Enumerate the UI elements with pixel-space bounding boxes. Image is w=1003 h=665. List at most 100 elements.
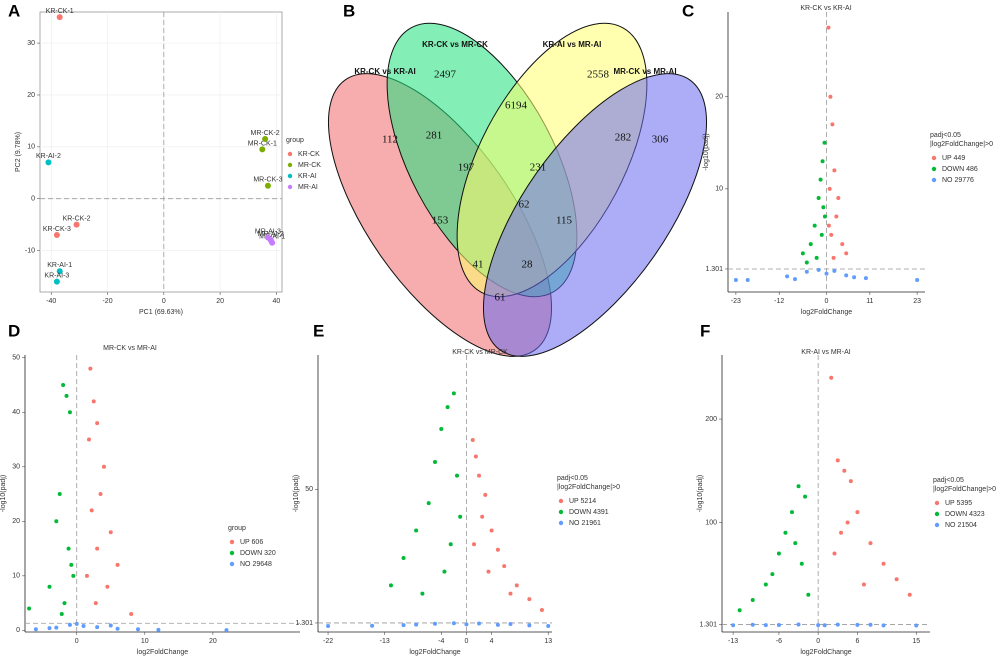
point <box>458 514 463 519</box>
y-axis-label: -log10(padj) <box>0 475 7 512</box>
point <box>796 622 801 627</box>
point <box>105 584 110 589</box>
legend-swatch <box>558 520 564 526</box>
set-label: MR-CK vs MR-AI <box>613 67 676 76</box>
x-axis-label: log2FoldChange <box>409 649 460 656</box>
point <box>455 473 460 478</box>
y-tick-label: 10 <box>715 186 723 193</box>
point <box>830 122 835 127</box>
point <box>804 260 809 265</box>
legend-title: group <box>228 525 246 532</box>
point <box>527 623 532 628</box>
region-value: 6194 <box>505 100 528 112</box>
panel-letter: C <box>682 1 694 20</box>
legend-swatch <box>287 151 293 157</box>
x-tick-label: -4 <box>438 638 444 645</box>
point <box>108 623 113 628</box>
point <box>53 231 60 238</box>
point <box>826 25 831 30</box>
point <box>73 221 80 228</box>
point <box>792 277 797 282</box>
point <box>785 274 790 279</box>
point <box>326 623 331 628</box>
y-tick-label: -10 <box>25 247 35 254</box>
point <box>451 621 456 626</box>
point <box>750 597 755 602</box>
point <box>796 484 801 489</box>
point <box>86 437 91 442</box>
y-tick-label: 1.301 <box>699 621 717 628</box>
y-tick-label: 10 <box>27 144 35 151</box>
chart-title: KR-CK vs MR-CK <box>452 349 508 356</box>
point <box>546 623 551 628</box>
legend-title: padj<0.05 <box>557 475 588 482</box>
panel-letter: B <box>343 1 355 20</box>
point <box>101 464 106 469</box>
point <box>47 584 52 589</box>
point <box>470 438 475 443</box>
legend-label: MR-CK <box>298 162 321 169</box>
point <box>71 573 76 578</box>
y-tick-label: 40 <box>12 409 20 416</box>
chart-title: KR-AI vs MR-AI <box>801 349 850 356</box>
x-tick-label: -22 <box>323 638 333 645</box>
point <box>108 530 113 535</box>
point <box>824 271 829 276</box>
x-tick-label: 4 <box>490 638 494 645</box>
x-tick-label: -13 <box>728 638 738 645</box>
point-label: KR-AI-2 <box>36 153 61 160</box>
legend-swatch <box>931 166 937 172</box>
point <box>420 591 425 596</box>
panel-letter: A <box>8 1 20 20</box>
point <box>508 591 513 596</box>
legend-swatch <box>931 177 937 183</box>
x-tick-label: 0 <box>825 298 829 305</box>
point <box>62 601 67 606</box>
x-tick-label: 0 <box>816 638 820 645</box>
point <box>822 214 827 219</box>
point <box>370 623 375 628</box>
point <box>816 196 821 201</box>
y-tick-label: 200 <box>705 416 717 423</box>
x-tick-label: -20 <box>102 298 112 305</box>
region-value: 112 <box>382 134 398 146</box>
legend-title: |log2FoldChange|>0 <box>933 486 996 493</box>
legend-title: |log2FoldChange|>0 <box>930 141 993 148</box>
point <box>852 275 857 280</box>
legend-label: UP 449 <box>942 155 965 162</box>
region-value: 62 <box>519 199 530 211</box>
legend-label: KR-CK <box>298 151 320 158</box>
point <box>433 459 437 464</box>
legend-label: UP 5395 <box>945 500 972 507</box>
point <box>464 622 469 627</box>
legend-label: DOWN 4323 <box>945 511 985 518</box>
point <box>445 405 450 410</box>
legend-swatch <box>558 498 564 504</box>
point <box>819 232 824 237</box>
point <box>745 278 750 283</box>
y-axis-label: -log10(padj) <box>293 475 300 512</box>
point <box>473 454 478 459</box>
x-axis-label: log2FoldChange <box>800 649 851 656</box>
legend-swatch <box>287 162 293 168</box>
point <box>135 627 140 632</box>
chart-title: MR-CK vs MR-AI <box>103 345 157 352</box>
panel-letter: D <box>8 321 20 340</box>
point <box>264 182 271 189</box>
point <box>433 621 437 626</box>
point <box>881 561 886 566</box>
point <box>84 573 89 578</box>
point <box>803 494 808 499</box>
set-label: KR-AI vs MR-AI <box>543 40 602 49</box>
point <box>483 492 488 497</box>
y-tick-label: 20 <box>27 92 35 99</box>
region-value: 281 <box>426 130 443 142</box>
point-label: KR-CK-1 <box>46 8 74 15</box>
point <box>224 628 229 633</box>
point <box>54 625 59 630</box>
point <box>74 621 79 626</box>
y-tick-label: 50 <box>12 355 20 362</box>
point <box>477 473 482 478</box>
x-tick-label: 15 <box>912 638 920 645</box>
region-value: 115 <box>556 215 573 227</box>
